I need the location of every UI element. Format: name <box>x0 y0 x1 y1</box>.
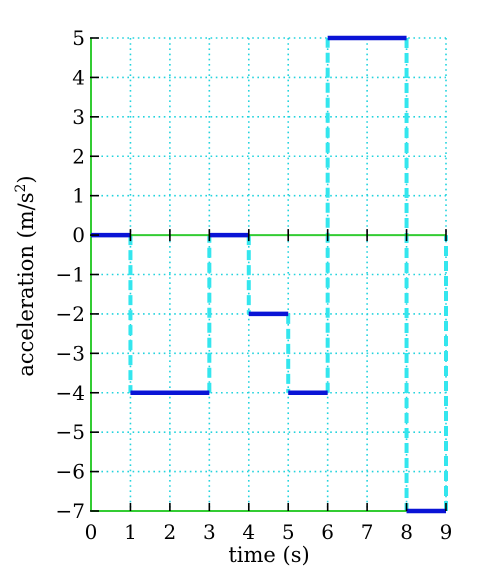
x-tick-label-1: 1 <box>124 520 137 544</box>
y-axis-title-main: acceleration (m/s <box>14 192 38 376</box>
x-tick-label-6: 6 <box>321 520 334 544</box>
y-tick-label-5: 5 <box>72 26 85 50</box>
y-tick-label--1: −1 <box>56 263 85 287</box>
y-tick-label-3: 3 <box>72 105 85 129</box>
y-axis-title: acceleration (m/s2) <box>13 175 38 376</box>
transition-lines <box>128 38 448 511</box>
y-tick-label--2: −2 <box>56 302 85 326</box>
y-tick-label--5: −5 <box>56 420 85 444</box>
y-axis-title-close: ) <box>14 175 38 183</box>
x-tick-label-5: 5 <box>282 520 295 544</box>
x-tick-label-4: 4 <box>242 520 255 544</box>
grid-lines <box>91 37 447 512</box>
x-tick-label-0: 0 <box>85 520 98 544</box>
x-tick-label-3: 3 <box>203 520 216 544</box>
y-tick-label-0: 0 <box>72 223 85 247</box>
y-tick-label-2: 2 <box>72 144 85 168</box>
y-axis-title-sup: 2 <box>13 184 29 193</box>
y-tick-label--6: −6 <box>56 460 85 484</box>
x-tick-label-9: 9 <box>440 520 453 544</box>
x-tick-label-2: 2 <box>164 520 177 544</box>
y-tick-label-4: 4 <box>72 65 85 89</box>
x-tick-label-7: 7 <box>361 520 374 544</box>
x-axis-title: time (s) <box>228 543 309 567</box>
y-tick-label--7: −7 <box>56 499 85 523</box>
tick-marks <box>90 37 447 512</box>
x-tick-label-8: 8 <box>400 520 413 544</box>
y-tick-label--3: −3 <box>56 341 85 365</box>
y-tick-label-1: 1 <box>72 184 85 208</box>
y-tick-label--4: −4 <box>56 381 85 405</box>
